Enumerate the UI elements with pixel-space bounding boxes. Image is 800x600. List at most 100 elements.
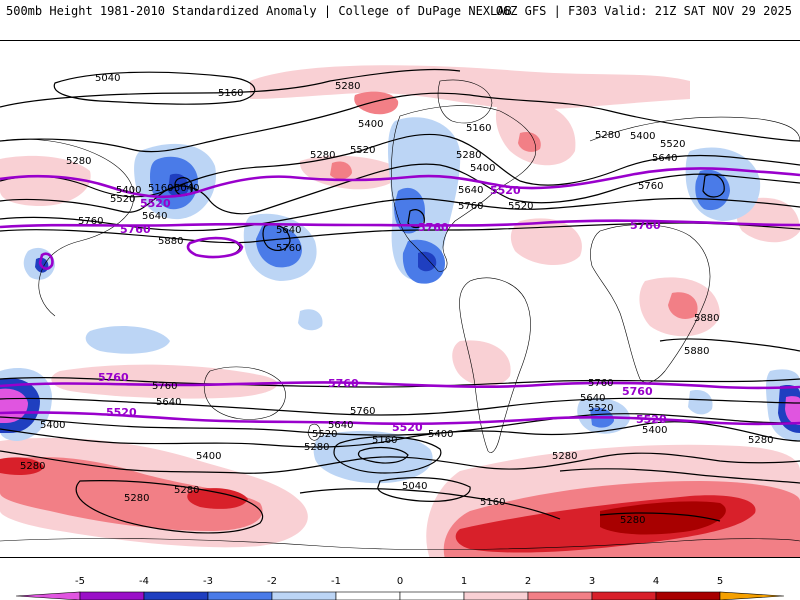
- contour-label: 5280: [310, 150, 335, 161]
- contour-label: 5760: [350, 406, 375, 417]
- anomaly-map: 5040 5160 5280 5280 5280 5280 5280 5400 …: [0, 65, 800, 557]
- contour-label: 5520: [110, 194, 135, 205]
- purple-contour-5520-north: [0, 167, 800, 199]
- colorbar-tick-label: 2: [525, 576, 531, 587]
- contour-label: 5040: [95, 73, 120, 84]
- highlight-contours: [0, 167, 800, 426]
- contour-label: 5400: [630, 131, 655, 142]
- contour-label: 5280: [66, 156, 91, 167]
- purple-contour-label: 5760: [622, 385, 653, 398]
- contour-label: 5400: [358, 119, 383, 130]
- contour-label: 5640: [580, 393, 605, 404]
- colorbar-tick-label: 1: [461, 576, 467, 587]
- contour-5640: [0, 397, 800, 416]
- anomaly-positive-region: [0, 457, 263, 531]
- africa-coast: [590, 224, 711, 384]
- anomaly-positive-region: [0, 457, 44, 475]
- anomaly-positive-region: [600, 501, 726, 535]
- contour-label: 5880: [158, 236, 183, 247]
- purple-contour-label: 5520: [392, 421, 423, 434]
- anomaly-positive-region: [518, 131, 541, 152]
- anomaly-fills: [0, 65, 800, 557]
- purple-contour-label: 5760: [98, 371, 129, 384]
- contour-labels: 5040 5160 5280 5280 5280 5280 5280 5400 …: [20, 73, 773, 526]
- contour-5280: [559, 468, 800, 484]
- contour-label: 5160: [480, 497, 505, 508]
- purple-contour-label: 5760: [120, 223, 151, 236]
- new-zealand-coast: [307, 423, 321, 441]
- coastlines: [0, 79, 800, 550]
- purple-contour-label: 5760: [328, 377, 359, 390]
- anomaly-negative-region: [256, 224, 302, 268]
- anomaly-negative-region: [0, 388, 28, 423]
- contour-label: 5280: [748, 435, 773, 446]
- contour-label: 5280: [20, 461, 45, 472]
- contour-label: 5640: [652, 153, 677, 164]
- contour-label: 5880: [684, 346, 709, 357]
- contour-5040: [357, 446, 409, 464]
- greenland-coast: [437, 79, 493, 124]
- contour-label: 5880: [694, 313, 719, 324]
- contour-5040: [53, 71, 256, 105]
- contour-5160: [299, 488, 561, 520]
- colorbar-arrow-right: [719, 591, 785, 600]
- anomaly-positive-region: [187, 488, 248, 509]
- purple-low-ring: [38, 252, 54, 270]
- colorbar-segment: [399, 591, 465, 600]
- contour-label: 5640: [276, 225, 301, 236]
- anomaly-positive-region: [0, 155, 91, 206]
- purple-contour-label: 5520: [106, 406, 137, 419]
- anomaly-positive-region: [250, 65, 690, 110]
- contour-label: 5280: [335, 81, 360, 92]
- contour-label: 5640: [328, 420, 353, 431]
- colorbar-segment: [335, 591, 401, 600]
- contour-label: 5760: [152, 381, 177, 392]
- contour-label: 5760: [458, 201, 483, 212]
- contour-label: 5640: [458, 185, 483, 196]
- contour-label: 5160: [148, 183, 173, 194]
- map-panel[interactable]: 5040 5160 5280 5280 5280 5280 5280 5400 …: [0, 40, 800, 558]
- contour-label: 5520: [508, 201, 533, 212]
- anomaly-positive-region: [736, 197, 800, 243]
- purple-contour-label: 5520: [636, 413, 667, 426]
- anomaly-positive-region: [510, 218, 582, 266]
- contour-label: 5280: [456, 150, 481, 161]
- contour-5400: [0, 133, 800, 198]
- anomaly-colorbar: -5 -4 -3 -2 -1 0 1 2 3 4 5: [15, 576, 785, 600]
- colorbar-tick-label: -1: [331, 576, 341, 587]
- anomaly-positive-region: [452, 340, 511, 387]
- purple-contour-5880: [186, 236, 244, 259]
- north-america-coast: [390, 105, 537, 272]
- colorbar-segment: [271, 591, 337, 600]
- purple-contour-label: 5520: [490, 184, 521, 197]
- colorbar-tick-label: -5: [75, 576, 85, 587]
- contour-5280: [599, 512, 721, 522]
- antarctica-coast: [0, 538, 800, 550]
- anomaly-positive-region: [51, 364, 278, 399]
- contour-label: 5400: [40, 420, 65, 431]
- contour-label: 5760: [588, 378, 613, 389]
- contour-label: 5040: [174, 183, 199, 194]
- anomaly-negative-region: [688, 390, 713, 415]
- colorbar-segment: [143, 591, 209, 600]
- contour-5280: [0, 450, 800, 474]
- contour-label: 5760: [276, 243, 301, 254]
- purple-contour-5760-north: [0, 219, 800, 229]
- contour-label: 5400: [642, 425, 667, 436]
- contour-label: 5520: [588, 403, 613, 414]
- purple-contour-label: 5520: [140, 197, 171, 210]
- contour-5160: [0, 68, 461, 108]
- contour-label: 5160: [218, 88, 243, 99]
- purple-contour-label: 5760: [418, 221, 449, 234]
- contour-label: 5280: [595, 130, 620, 141]
- colorbar-segment: [655, 591, 721, 600]
- colorbar-arrow-left: [15, 591, 81, 600]
- purple-contour-label: 5760: [630, 219, 661, 232]
- contour-label: 5400: [196, 451, 221, 462]
- contour-label: 5280: [124, 493, 149, 504]
- contour-5520: [0, 163, 800, 215]
- colorbar-tick-label: 5: [717, 576, 723, 587]
- contour-label: 5520: [350, 145, 375, 156]
- contour-label: 5160: [466, 123, 491, 134]
- contour-label: 5280: [304, 442, 329, 453]
